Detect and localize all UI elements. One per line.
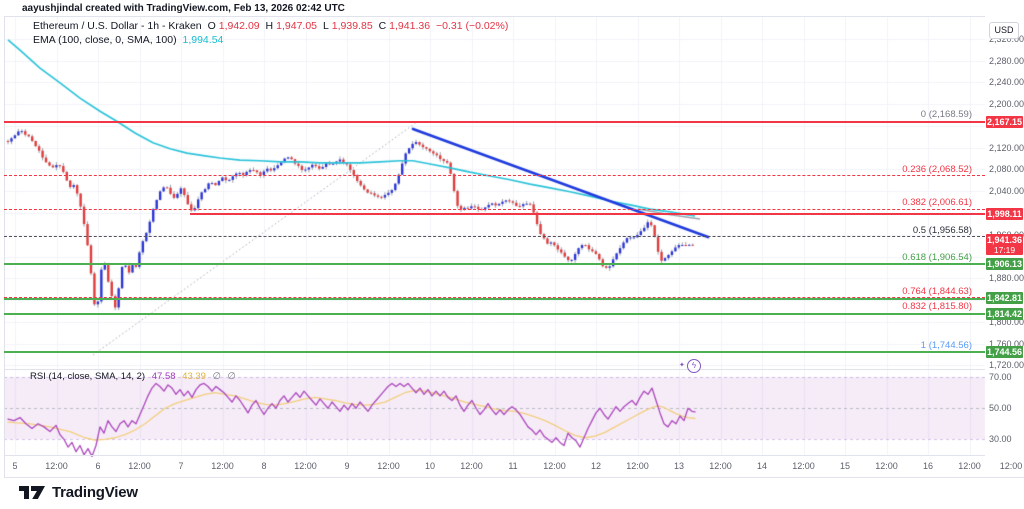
ema-label[interactable]: EMA (100, close, 0, SMA, 100) <box>33 34 177 46</box>
price-tick: 1,880.00 <box>989 273 1024 284</box>
price-badge: 1,842.81 <box>986 292 1023 305</box>
time-label: 8 <box>261 461 267 471</box>
price-tick: 2,280.00 <box>989 55 1024 66</box>
price-badge: 1,744.56 <box>986 345 1023 358</box>
time-label: 12:00 <box>377 461 400 471</box>
price-tick: 2,080.00 <box>989 164 1024 175</box>
rsi-legend-row[interactable]: RSI (14, close, SMA, 14, 2) 47.58 43.39 … <box>30 371 240 382</box>
time-label: 16 <box>922 461 934 471</box>
time-label: 12:00 <box>294 461 317 471</box>
chart-left-border <box>4 16 5 477</box>
time-label: 12:00 <box>128 461 151 471</box>
fib-level-label: 0.618 (1,906.54) <box>902 251 972 263</box>
price-tick: 2,040.00 <box>989 186 1024 197</box>
price-tick: 1,720.00 <box>989 360 1024 371</box>
price-tick: 2,200.00 <box>989 99 1024 110</box>
time-label: 9 <box>344 461 350 471</box>
price-badge: 1,814.42 <box>986 307 1023 320</box>
support-line[interactable] <box>4 351 985 354</box>
price-badge: 1,941.36 17:19 <box>986 234 1023 256</box>
ohlc-low-label: L <box>322 20 329 32</box>
price-change: −0.31 (−0.02%) <box>435 20 509 32</box>
fib-level-label: 0.382 (2,006.61) <box>902 197 972 209</box>
fib-level-label: 0.5 (1,956.58) <box>912 224 972 236</box>
event-marker-icon[interactable]: ϟ <box>687 359 701 373</box>
time-label: 12:00 <box>875 461 898 471</box>
time-label: 7 <box>178 461 184 471</box>
tradingview-logo-text: TradingView <box>52 484 138 501</box>
tradingview-logo-icon <box>19 486 45 499</box>
time-label: 12 <box>590 461 602 471</box>
support-line[interactable] <box>4 313 985 315</box>
ohlc-close-value: 1,941.36 <box>389 20 431 32</box>
fib-level-label: 0 (2,168.59) <box>920 109 972 121</box>
price-tick: 2,240.00 <box>989 77 1024 88</box>
price-tick: 1,760.00 <box>989 338 1024 349</box>
rsi-sma-value: 43.39 <box>182 371 206 382</box>
time-label: 12:00 <box>211 461 234 471</box>
price-badge: 2,167.15 <box>986 115 1023 128</box>
time-label: 12:00 <box>543 461 566 471</box>
symbol-title[interactable]: Ethereum / U.S. Dollar - 1h - Kraken <box>33 20 202 32</box>
symbol-legend-row[interactable]: Ethereum / U.S. Dollar - 1h - Kraken O 1,… <box>33 20 511 32</box>
price-tick: 2,120.00 <box>989 142 1024 153</box>
time-label: 12:00 <box>45 461 68 471</box>
tradingview-logo[interactable]: TradingView <box>18 483 138 502</box>
time-label: 13 <box>673 461 685 471</box>
time-axis-border <box>4 455 1024 456</box>
chart-top-border <box>4 16 1024 17</box>
time-label: 14 <box>756 461 768 471</box>
panel-separator[interactable] <box>4 369 1024 370</box>
ohlc-high-label: H <box>265 20 274 32</box>
time-label: 11 <box>508 461 518 471</box>
fib-level-label: 0.236 (2,068.52) <box>902 163 972 175</box>
ohlc-open-label: O <box>207 20 216 32</box>
fib-level-line[interactable] <box>4 208 985 210</box>
time-label: 12:00 <box>709 461 732 471</box>
time-label: 12:00 <box>958 461 981 471</box>
ohlc-open-value: 1,942.09 <box>218 20 260 32</box>
rsi-band-lower: ∅ <box>227 371 236 382</box>
chart-bottom-border <box>4 477 1024 478</box>
price-badge: 1,906.13 <box>986 257 1023 270</box>
support-line[interactable] <box>4 263 985 266</box>
rsi-tick: 30.00 <box>989 434 1012 445</box>
ohlc-close-label: C <box>378 20 387 32</box>
fib-level-label: 0.832 (1,815.80) <box>902 301 972 313</box>
fib-level-label: 0.764 (1,844.63) <box>902 285 972 297</box>
time-label: 5 <box>12 461 18 471</box>
fib-level-line[interactable] <box>4 236 985 238</box>
price-tick: 1,800.00 <box>989 316 1024 327</box>
time-label: 10 <box>424 461 436 471</box>
ohlc-low-value: 1,939.85 <box>331 20 373 32</box>
rsi-band-upper: ∅ <box>212 371 221 382</box>
currency-toggle-button[interactable]: USD <box>989 22 1019 39</box>
rsi-value: 47.58 <box>151 371 176 382</box>
time-label: 6 <box>95 461 101 471</box>
fib-level-label: 1 (1,744.56) <box>920 340 972 352</box>
time-label: 12:00 <box>626 461 649 471</box>
rsi-tick: 70.00 <box>989 372 1012 383</box>
attribution-text: aayushjindal created with TradingView.co… <box>22 3 345 14</box>
rsi-tick: 50.00 <box>989 403 1012 414</box>
time-label: 12:00 <box>792 461 815 471</box>
time-label: 12:00 <box>460 461 483 471</box>
ema-value: 1,994.54 <box>182 34 224 46</box>
resistance-line[interactable] <box>190 213 985 216</box>
rsi-label[interactable]: RSI (14, close, SMA, 14, 2) <box>30 371 146 382</box>
price-badge: 1,998.11 <box>986 207 1023 220</box>
resistance-line[interactable] <box>4 121 985 123</box>
ohlc-high-value: 1,947.05 <box>276 20 318 32</box>
ema-legend-row[interactable]: EMA (100, close, 0, SMA, 100) 1,994.54 <box>33 34 226 46</box>
fib-level-line[interactable] <box>4 175 985 177</box>
time-label: 12:00 <box>999 461 1023 471</box>
time-label: 15 <box>839 461 851 471</box>
support-line[interactable] <box>4 297 985 300</box>
sparkle-icon: ✦ <box>679 362 685 369</box>
